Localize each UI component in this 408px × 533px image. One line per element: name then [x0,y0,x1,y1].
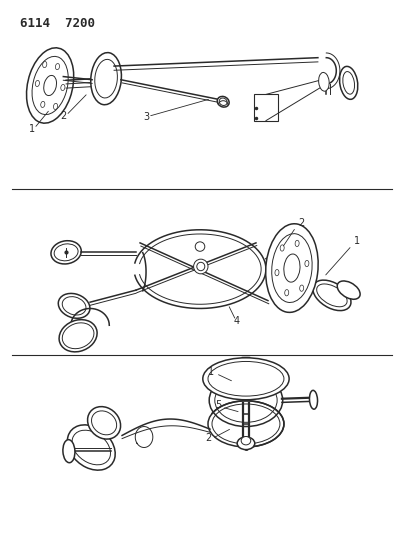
Ellipse shape [197,262,205,271]
Bar [253,94,278,120]
Text: 6114  7200: 6114 7200 [20,17,95,30]
Text: 1: 1 [354,236,360,246]
Ellipse shape [284,254,300,282]
Ellipse shape [194,259,208,274]
Text: 4: 4 [234,316,240,326]
Ellipse shape [195,242,205,251]
Ellipse shape [59,320,97,352]
Ellipse shape [295,240,299,247]
Ellipse shape [300,285,304,292]
Ellipse shape [35,80,40,86]
Ellipse shape [58,294,90,318]
Ellipse shape [305,261,309,266]
Ellipse shape [67,425,115,470]
Ellipse shape [310,390,317,409]
Text: 1: 1 [29,124,35,134]
Text: 2: 2 [206,433,212,443]
Ellipse shape [275,270,279,276]
Ellipse shape [63,440,75,463]
Ellipse shape [61,84,65,91]
Ellipse shape [285,289,289,296]
Ellipse shape [27,48,74,123]
Ellipse shape [266,224,318,312]
Text: 3: 3 [143,111,149,122]
Ellipse shape [91,53,122,105]
Text: 1: 1 [208,367,214,377]
Ellipse shape [88,407,121,439]
Ellipse shape [51,241,81,264]
Text: 2: 2 [298,218,304,228]
Ellipse shape [209,374,283,426]
Ellipse shape [55,63,60,70]
Text: 5: 5 [215,400,222,410]
Ellipse shape [237,437,255,450]
Ellipse shape [241,437,251,445]
Ellipse shape [280,245,284,251]
Ellipse shape [313,280,351,311]
Ellipse shape [337,281,360,299]
Ellipse shape [203,358,289,400]
Ellipse shape [53,103,58,109]
Ellipse shape [319,72,329,91]
Ellipse shape [44,75,57,95]
Ellipse shape [41,101,45,108]
Ellipse shape [217,96,229,107]
Text: 2: 2 [60,110,67,120]
Ellipse shape [339,67,358,99]
Ellipse shape [43,61,47,68]
